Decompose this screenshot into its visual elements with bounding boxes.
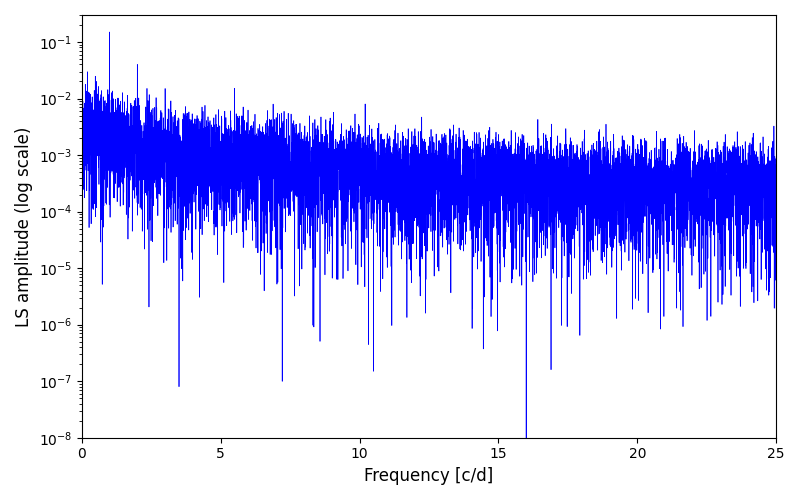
Y-axis label: LS amplitude (log scale): LS amplitude (log scale) [15, 126, 33, 326]
X-axis label: Frequency [c/d]: Frequency [c/d] [364, 467, 494, 485]
